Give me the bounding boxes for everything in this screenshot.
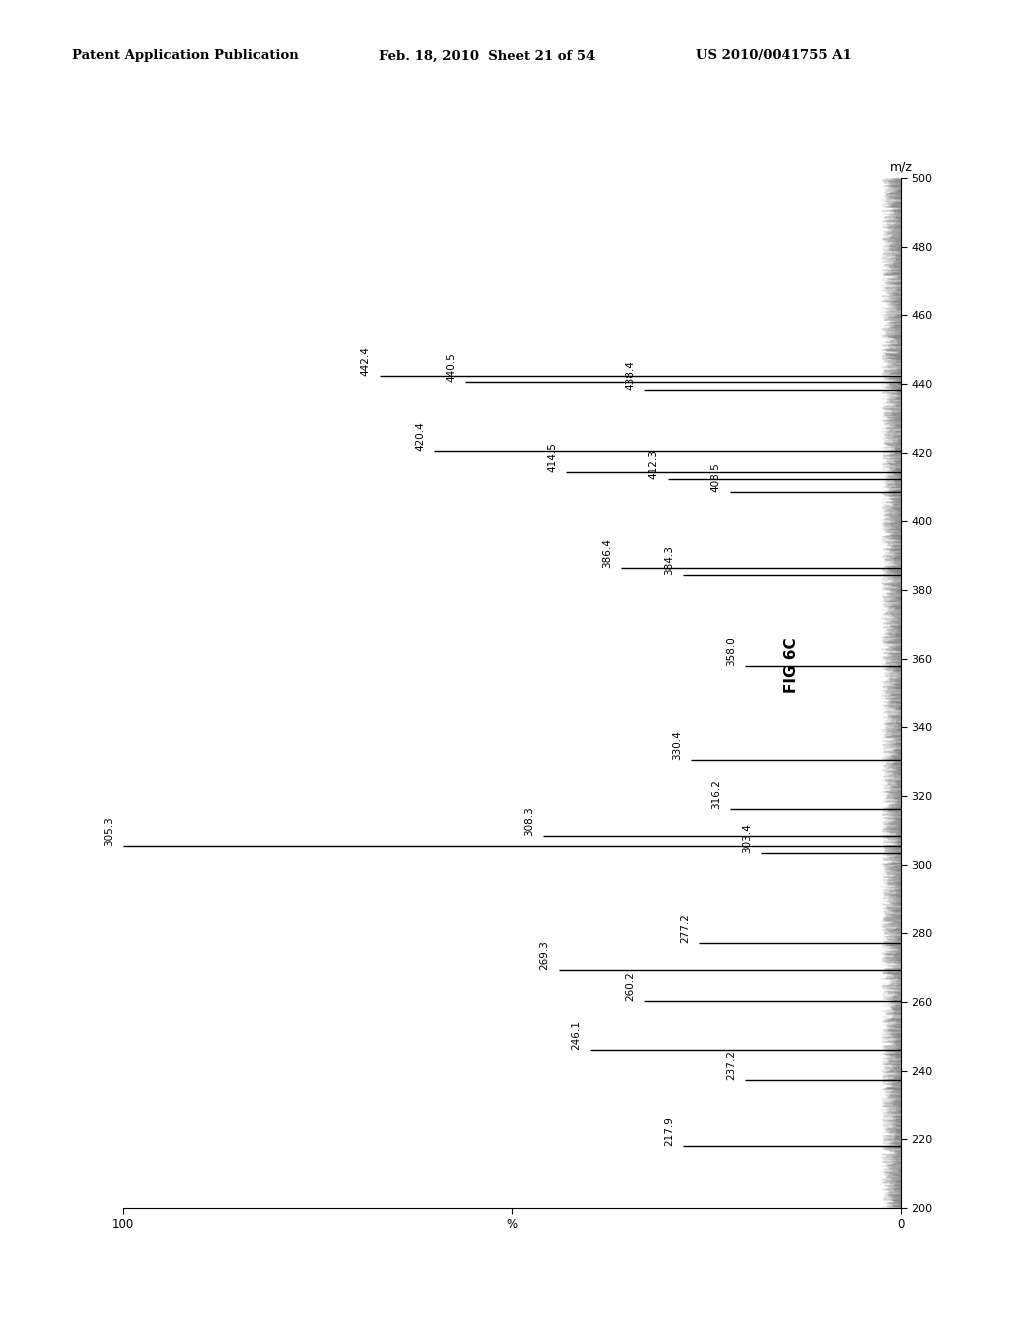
Text: m/z: m/z: [890, 160, 912, 173]
Text: 358.0: 358.0: [726, 636, 736, 665]
Text: 442.4: 442.4: [360, 346, 371, 376]
Text: 440.5: 440.5: [446, 352, 457, 383]
Text: Feb. 18, 2010  Sheet 21 of 54: Feb. 18, 2010 Sheet 21 of 54: [379, 49, 595, 62]
Text: 330.4: 330.4: [672, 730, 682, 760]
Text: 246.1: 246.1: [570, 1020, 581, 1049]
Text: 260.2: 260.2: [626, 972, 635, 1001]
Text: 408.5: 408.5: [711, 462, 721, 492]
Text: 384.3: 384.3: [665, 545, 674, 576]
Text: 269.3: 269.3: [540, 940, 550, 970]
Text: 414.5: 414.5: [548, 442, 557, 471]
Text: 412.3: 412.3: [648, 449, 658, 479]
Text: 308.3: 308.3: [524, 807, 535, 836]
Text: 237.2: 237.2: [726, 1051, 736, 1080]
Text: 217.9: 217.9: [665, 1117, 674, 1146]
Text: Patent Application Publication: Patent Application Publication: [72, 49, 298, 62]
Text: 305.3: 305.3: [103, 817, 114, 846]
Text: 386.4: 386.4: [602, 539, 612, 568]
Text: 438.4: 438.4: [626, 360, 635, 389]
Text: US 2010/0041755 A1: US 2010/0041755 A1: [696, 49, 852, 62]
Text: 316.2: 316.2: [711, 779, 721, 809]
Text: FIG 6C: FIG 6C: [784, 638, 800, 693]
Text: 277.2: 277.2: [680, 913, 690, 942]
Text: 303.4: 303.4: [742, 824, 752, 853]
Text: 420.4: 420.4: [415, 421, 425, 451]
